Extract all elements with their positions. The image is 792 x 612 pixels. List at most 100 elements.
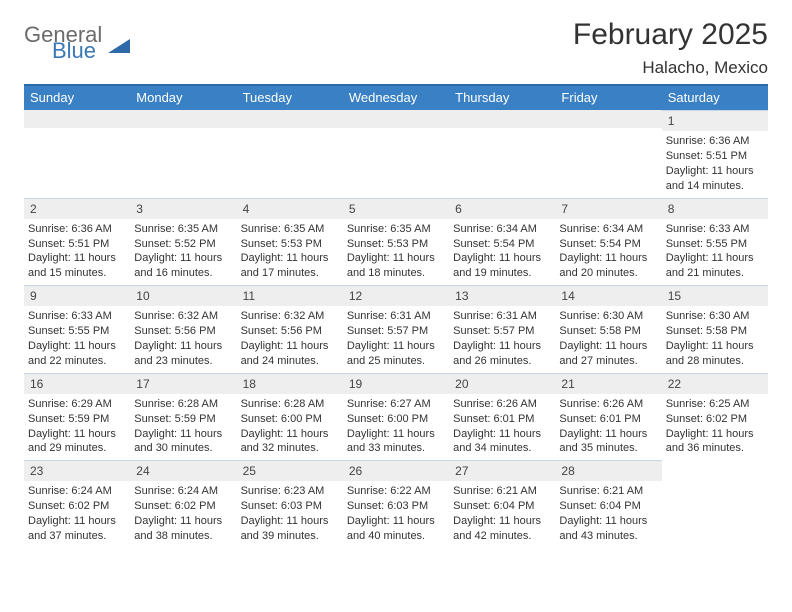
brand-sail-icon (108, 39, 130, 53)
day-number: 6 (449, 198, 555, 219)
daylight-line-2: and 27 minutes. (559, 354, 657, 369)
sunrise-line: Sunrise: 6:35 AM (134, 222, 232, 237)
day-cell-3: 3Sunrise: 6:35 AMSunset: 5:52 PMDaylight… (130, 198, 236, 286)
calendar-page: General Blue February 2025 Halacho, Mexi… (0, 0, 792, 548)
sunrise-line: Sunrise: 6:33 AM (28, 309, 126, 324)
daylight-line-2: and 42 minutes. (453, 529, 551, 544)
sunset-line: Sunset: 6:03 PM (241, 499, 339, 514)
daylight-line-1: Daylight: 11 hours (134, 427, 232, 442)
day-number: 14 (555, 285, 661, 306)
daylight-line-1: Daylight: 11 hours (666, 427, 764, 442)
empty-cell (662, 460, 768, 548)
daylight-line-2: and 32 minutes. (241, 441, 339, 456)
sunrise-line: Sunrise: 6:26 AM (453, 397, 551, 412)
sunrise-line: Sunrise: 6:22 AM (347, 484, 445, 499)
day-number: 7 (555, 198, 661, 219)
daylight-line-1: Daylight: 11 hours (241, 339, 339, 354)
dow-tuesday: Tuesday (237, 86, 343, 110)
empty-cell (343, 110, 449, 198)
daylight-line-1: Daylight: 11 hours (134, 339, 232, 354)
daylight-line-2: and 26 minutes. (453, 354, 551, 369)
sunrise-line: Sunrise: 6:35 AM (241, 222, 339, 237)
sunrise-line: Sunrise: 6:32 AM (134, 309, 232, 324)
sunset-line: Sunset: 5:57 PM (347, 324, 445, 339)
sunrise-line: Sunrise: 6:34 AM (559, 222, 657, 237)
sunrise-line: Sunrise: 6:28 AM (134, 397, 232, 412)
day-number: 23 (24, 460, 130, 481)
sunset-line: Sunset: 5:57 PM (453, 324, 551, 339)
day-cell-6: 6Sunrise: 6:34 AMSunset: 5:54 PMDaylight… (449, 198, 555, 286)
sunset-line: Sunset: 5:54 PM (559, 237, 657, 252)
sunset-line: Sunset: 5:51 PM (28, 237, 126, 252)
brand-logo: General Blue (24, 18, 130, 62)
dow-wednesday: Wednesday (343, 86, 449, 110)
sunrise-line: Sunrise: 6:29 AM (28, 397, 126, 412)
daylight-line-1: Daylight: 11 hours (347, 251, 445, 266)
daylight-line-1: Daylight: 11 hours (134, 251, 232, 266)
sunset-line: Sunset: 5:59 PM (28, 412, 126, 427)
day-number: 26 (343, 460, 449, 481)
day-number: 28 (555, 460, 661, 481)
sunrise-line: Sunrise: 6:36 AM (28, 222, 126, 237)
header-row: General Blue February 2025 Halacho, Mexi… (24, 18, 768, 78)
day-cell-2: 2Sunrise: 6:36 AMSunset: 5:51 PMDaylight… (24, 198, 130, 286)
daylight-line-1: Daylight: 11 hours (666, 164, 764, 179)
sunrise-line: Sunrise: 6:21 AM (453, 484, 551, 499)
sunset-line: Sunset: 5:56 PM (241, 324, 339, 339)
sunset-line: Sunset: 6:01 PM (453, 412, 551, 427)
daylight-line-2: and 20 minutes. (559, 266, 657, 281)
sunrise-line: Sunrise: 6:28 AM (241, 397, 339, 412)
daylight-line-2: and 33 minutes. (347, 441, 445, 456)
day-cell-23: 23Sunrise: 6:24 AMSunset: 6:02 PMDayligh… (24, 460, 130, 548)
day-cell-5: 5Sunrise: 6:35 AMSunset: 5:53 PMDaylight… (343, 198, 449, 286)
day-cell-28: 28Sunrise: 6:21 AMSunset: 6:04 PMDayligh… (555, 460, 661, 548)
day-cell-17: 17Sunrise: 6:28 AMSunset: 5:59 PMDayligh… (130, 373, 236, 461)
daylight-line-1: Daylight: 11 hours (28, 514, 126, 529)
day-cell-24: 24Sunrise: 6:24 AMSunset: 6:02 PMDayligh… (130, 460, 236, 548)
daylight-line-2: and 23 minutes. (134, 354, 232, 369)
daylight-line-2: and 15 minutes. (28, 266, 126, 281)
daylight-line-2: and 40 minutes. (347, 529, 445, 544)
sunrise-line: Sunrise: 6:24 AM (134, 484, 232, 499)
day-number: 20 (449, 373, 555, 394)
daylight-line-2: and 29 minutes. (28, 441, 126, 456)
day-number: 19 (343, 373, 449, 394)
day-cell-18: 18Sunrise: 6:28 AMSunset: 6:00 PMDayligh… (237, 373, 343, 461)
sunset-line: Sunset: 5:53 PM (347, 237, 445, 252)
empty-cell (130, 110, 236, 198)
sunset-line: Sunset: 5:52 PM (134, 237, 232, 252)
daylight-line-2: and 28 minutes. (666, 354, 764, 369)
day-cell-19: 19Sunrise: 6:27 AMSunset: 6:00 PMDayligh… (343, 373, 449, 461)
sunset-line: Sunset: 5:55 PM (28, 324, 126, 339)
sunrise-line: Sunrise: 6:24 AM (28, 484, 126, 499)
daylight-line-2: and 38 minutes. (134, 529, 232, 544)
day-cell-13: 13Sunrise: 6:31 AMSunset: 5:57 PMDayligh… (449, 285, 555, 373)
empty-cell (449, 110, 555, 198)
day-number: 24 (130, 460, 236, 481)
day-cell-16: 16Sunrise: 6:29 AMSunset: 5:59 PMDayligh… (24, 373, 130, 461)
day-number: 22 (662, 373, 768, 394)
sunset-line: Sunset: 6:02 PM (666, 412, 764, 427)
day-cell-26: 26Sunrise: 6:22 AMSunset: 6:03 PMDayligh… (343, 460, 449, 548)
daylight-line-1: Daylight: 11 hours (559, 251, 657, 266)
day-cell-25: 25Sunrise: 6:23 AMSunset: 6:03 PMDayligh… (237, 460, 343, 548)
dow-monday: Monday (130, 86, 236, 110)
month-title: February 2025 (573, 18, 768, 52)
daylight-line-1: Daylight: 11 hours (453, 251, 551, 266)
daylight-line-1: Daylight: 11 hours (666, 339, 764, 354)
daylight-line-1: Daylight: 11 hours (453, 514, 551, 529)
day-number: 12 (343, 285, 449, 306)
sunrise-line: Sunrise: 6:23 AM (241, 484, 339, 499)
day-number: 5 (343, 198, 449, 219)
daylight-line-2: and 24 minutes. (241, 354, 339, 369)
day-cell-8: 8Sunrise: 6:33 AMSunset: 5:55 PMDaylight… (662, 198, 768, 286)
empty-cell (24, 110, 130, 198)
sunset-line: Sunset: 6:03 PM (347, 499, 445, 514)
daylight-line-2: and 39 minutes. (241, 529, 339, 544)
day-number: 15 (662, 285, 768, 306)
sunrise-line: Sunrise: 6:31 AM (453, 309, 551, 324)
sunset-line: Sunset: 5:56 PM (134, 324, 232, 339)
dow-friday: Friday (555, 86, 661, 110)
day-cell-7: 7 Sunrise: 6:34 AMSunset: 5:54 PMDaylight… (555, 198, 661, 286)
day-cell-27: 27Sunrise: 6:21 AMSunset: 6:04 PMDayligh… (449, 460, 555, 548)
